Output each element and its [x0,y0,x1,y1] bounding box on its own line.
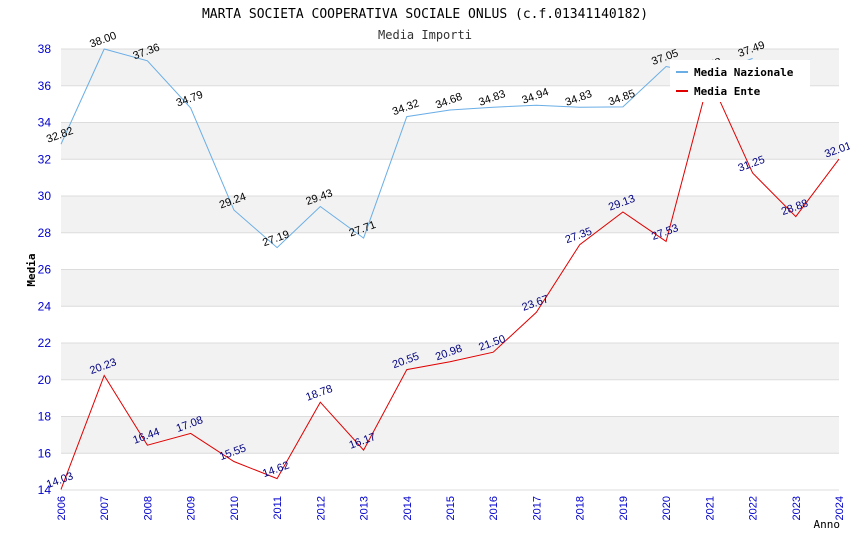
grid-band [61,416,839,454]
x-tick-label: 2023 [791,496,803,520]
x-tick-label: 2013 [359,496,371,520]
y-tick-label: 36 [38,79,52,93]
y-tick-label: 26 [38,263,52,277]
grid-band [61,453,839,490]
y-axis-ticks: 14 16 18 20 22 24 26 28 30 32 34 36 38 [38,42,52,497]
x-tick-label: 2022 [748,496,760,520]
y-tick-label: 14 [38,483,52,497]
x-tick-label: 2020 [661,496,673,520]
x-tick-label: 2009 [186,496,198,520]
x-tick-label: 2018 [575,496,587,520]
series-line-media-nazionale [60,48,753,249]
x-tick-label: 2024 [834,496,846,520]
grid-band [61,379,839,417]
y-axis-label: Media [25,253,38,286]
x-axis-label: Anno [814,518,841,531]
grid-band [61,232,839,270]
x-tick-label: 2008 [142,496,154,520]
grid-band [61,196,839,233]
chart-title: MARTA SOCIETA COOPERATIVA SOCIALE ONLUS … [202,7,648,22]
legend: Media Nazionale Media Ente [670,60,810,102]
data-label: 38.00 [88,30,118,51]
y-tick-label: 18 [38,410,52,424]
x-tick-label: 2015 [445,496,457,520]
y-tick-label: 34 [38,116,52,130]
y-tick-label: 32 [38,152,52,166]
grid-band [61,122,839,160]
y-tick-label: 16 [38,446,52,460]
x-tick-label: 2021 [704,496,716,520]
grid-band [61,269,839,307]
grid-band [61,159,839,196]
y-tick-label: 30 [38,189,52,203]
x-tick-label: 2014 [402,496,414,520]
y-tick-label: 24 [38,299,52,313]
grid-bands [61,48,839,491]
chart-subtitle: Media Importi [378,28,472,42]
x-tick-label: 2019 [618,496,630,520]
y-tick-label: 38 [38,42,52,56]
legend-label: Media Nazionale [694,66,794,79]
y-tick-label: 28 [38,226,52,240]
y-tick-label: 20 [38,373,52,387]
grid-band [61,306,839,343]
x-axis-ticks: 2006 2007 2008 2009 2010 2011 2012 2013 2014 2015… [56,496,846,520]
legend-box [670,60,810,102]
x-tick-label: 2016 [488,496,500,520]
y-tick-label: 22 [38,336,52,350]
x-tick-label: 2012 [315,496,327,520]
x-tick-label: 2011 [272,496,284,520]
x-tick-label: 2010 [229,496,241,520]
x-tick-label: 2007 [99,496,111,520]
x-tick-label: 2017 [531,496,543,520]
x-tick-label: 2006 [56,496,68,520]
legend-label: Media Ente [694,85,761,98]
